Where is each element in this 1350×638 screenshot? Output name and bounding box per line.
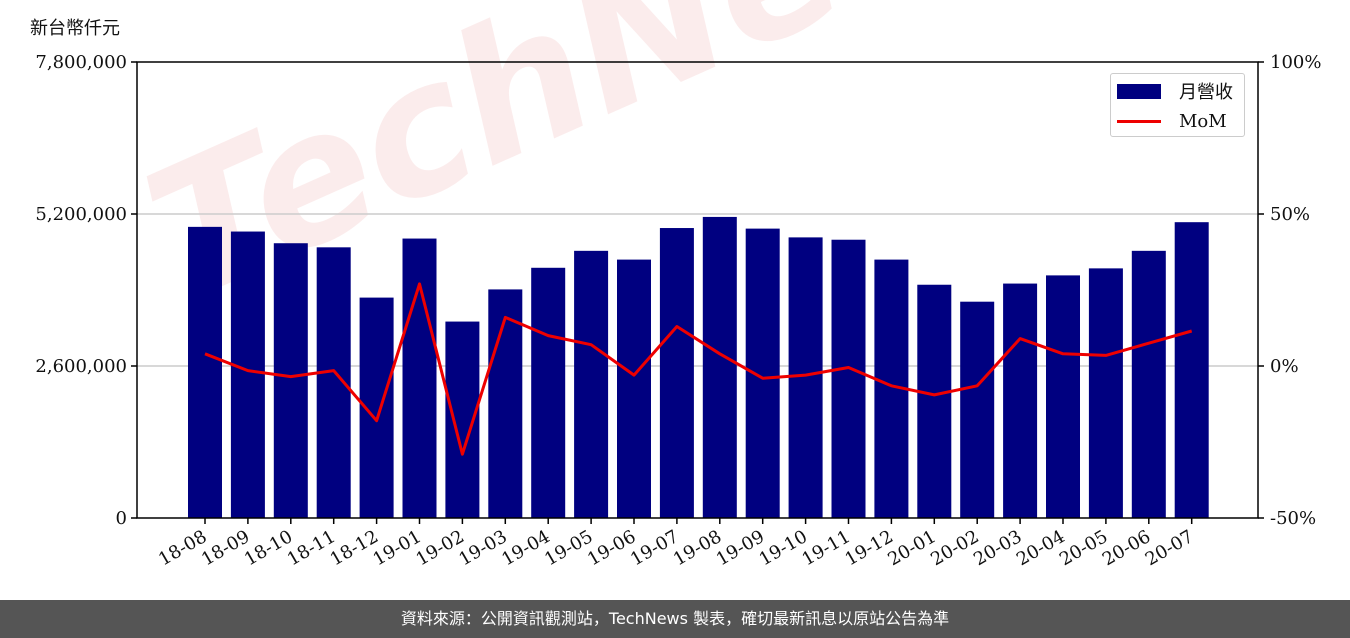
- y-right-tick-label: 100%: [1270, 52, 1321, 73]
- revenue-bar: [831, 239, 866, 518]
- revenue-bar: [574, 250, 609, 519]
- mom-line: [204, 282, 1193, 456]
- legend-bar-swatch: [1117, 83, 1161, 99]
- revenue-bar: [917, 284, 952, 518]
- revenue-bar: [617, 259, 651, 518]
- revenue-chart: 0 2,600,000 5,200,000 7,800,000 -50% 0% 50% 100…: [35, 52, 1321, 570]
- x-tick-label: 18-09: [198, 526, 253, 570]
- revenue-bar: [745, 228, 780, 518]
- x-tick-label: 18-10: [241, 526, 296, 570]
- x-tick-label: 19-01: [370, 526, 425, 570]
- y-left-tick-label: 7,800,000: [35, 52, 127, 73]
- y-right-tick-label: 50%: [1270, 204, 1310, 225]
- x-tick-label: 19-04: [498, 526, 553, 570]
- revenue-bar: [488, 289, 523, 518]
- legend-item-mom: MoM: [1117, 110, 1227, 132]
- revenue-bar: [230, 231, 265, 519]
- x-tick-label: 20-02: [927, 526, 982, 570]
- revenue-bar: [531, 267, 566, 518]
- legend-label-mom: MoM: [1179, 110, 1227, 132]
- x-tick-label: 19-08: [670, 526, 725, 570]
- revenue-bar: [273, 243, 308, 518]
- source-footer: 資料來源：公開資訊觀測站，TechNews 製表，確切最新訊息以原站公告為準: [0, 600, 1350, 638]
- x-tick-label: 20-07: [1142, 526, 1197, 570]
- revenue-bar: [1131, 250, 1166, 519]
- revenue-bar: [1003, 283, 1038, 518]
- x-tick-label: 20-03: [970, 526, 1025, 570]
- x-tick-label: 18-08: [155, 526, 210, 570]
- x-tick-label: 18-12: [327, 526, 382, 570]
- revenue-bar: [402, 238, 437, 519]
- revenue-bar: [659, 228, 694, 518]
- y-left-tick-label: 5,200,000: [35, 204, 127, 225]
- revenue-bar: [188, 226, 222, 518]
- y-axis-unit-label: 新台幣仟元: [30, 18, 120, 39]
- x-tick-label: 20-05: [1056, 526, 1111, 570]
- x-tick-label: 19-06: [584, 526, 639, 570]
- chart-legend: 月營收 MoM: [1110, 73, 1245, 137]
- x-tick-label: 19-02: [412, 526, 467, 570]
- x-tick-label: 20-01: [884, 526, 939, 570]
- revenue-bar: [1088, 268, 1123, 518]
- x-tick-label: 19-07: [627, 526, 682, 570]
- x-tick-label: 19-12: [841, 526, 896, 570]
- x-tick-label: 19-10: [756, 526, 811, 570]
- x-tick-label: 19-05: [541, 526, 596, 570]
- legend-label-revenue: 月營收: [1179, 82, 1233, 103]
- revenue-bar: [1046, 275, 1080, 518]
- x-tick-label: 20-06: [1099, 526, 1154, 570]
- x-tick-label: 19-11: [799, 526, 854, 570]
- y-left-tick-label: 0: [116, 508, 127, 529]
- y-right-tick-label: 0%: [1270, 356, 1299, 377]
- legend-line-swatch: [1117, 119, 1161, 123]
- y-right-tick-label: -50%: [1270, 508, 1316, 529]
- y-left-tick-label: 2,600,000: [35, 356, 127, 377]
- x-tick-label: 20-04: [1013, 526, 1068, 570]
- plot-frame: [136, 61, 1259, 519]
- x-tick-label: 19-09: [713, 526, 768, 570]
- revenue-bar: [960, 301, 995, 518]
- revenue-bar: [788, 237, 823, 518]
- legend-item-revenue: 月營收: [1117, 80, 1233, 103]
- x-tick-label: 19-03: [455, 526, 510, 570]
- revenue-bar: [1174, 222, 1209, 518]
- revenue-bar: [702, 216, 737, 518]
- x-tick-label: 18-11: [284, 526, 339, 570]
